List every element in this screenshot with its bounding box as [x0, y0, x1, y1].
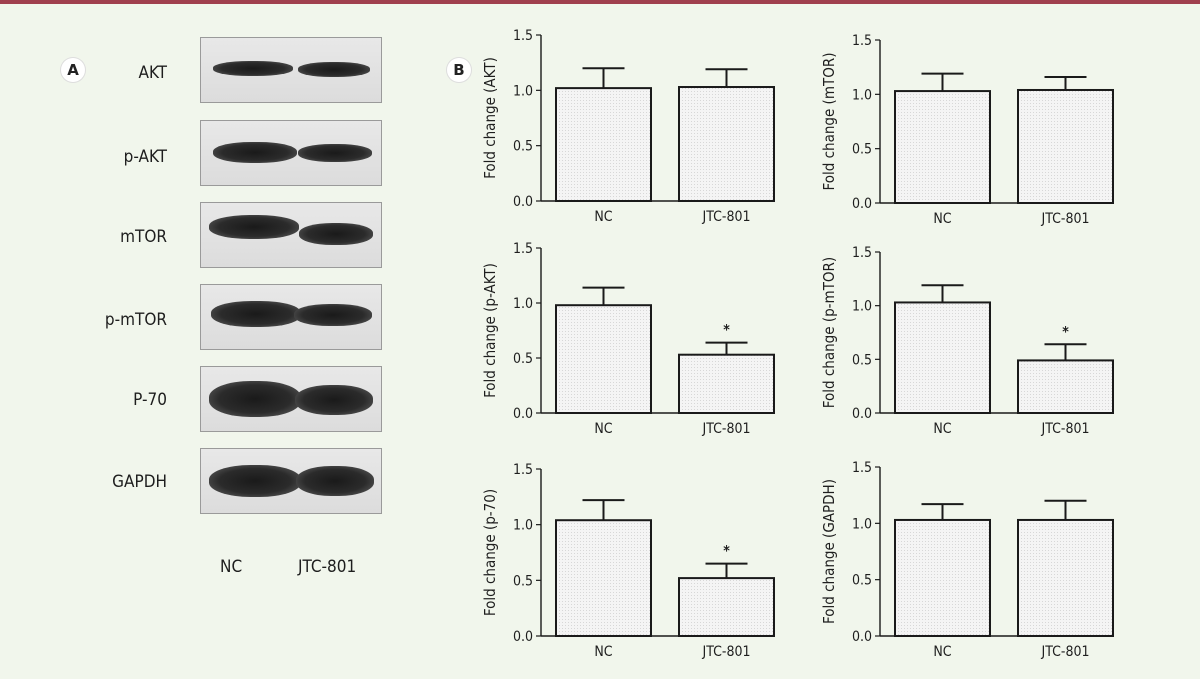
panel-a-badge: A — [61, 58, 85, 82]
chart-4: 0.0 0.5 1.0 1.5 Fold change (p-mTOR) NC * JTC-8… — [820, 245, 1114, 437]
blot-label-mtor: mTOR — [120, 227, 167, 247]
y-axis-label: Fold change (mTOR) — [820, 53, 838, 191]
blot-strip-p70 — [200, 366, 382, 432]
y-axis-label: Fold change (GAPDH) — [820, 479, 838, 624]
bar-nc — [894, 90, 991, 204]
y-tick-label: 1.0 — [852, 87, 872, 103]
bar-jtc-801 — [1017, 359, 1114, 415]
bar-jtc-801 — [678, 353, 775, 415]
bar-jtc-801 — [678, 577, 775, 638]
y-tick-label: 0.0 — [852, 406, 872, 422]
category-label: NC — [594, 209, 612, 225]
top-rule — [0, 0, 1200, 4]
blot-label-p-akt: p-AKT — [123, 147, 167, 167]
bar-jtc-801 — [1017, 518, 1114, 637]
bar-nc — [894, 301, 991, 414]
blot-strip-akt — [200, 37, 382, 103]
category-label: NC — [933, 211, 951, 227]
blot-label-p-mtor: p-mTOR — [104, 310, 167, 330]
y-axis-label: Fold change (AKT) — [481, 57, 499, 179]
blot-strip-mtor — [200, 202, 382, 268]
category-label: JTC-801 — [702, 644, 751, 660]
y-axis-label: Fold change (p-70) — [481, 489, 499, 616]
y-tick-label: 1.5 — [513, 28, 533, 44]
blot-band-nc — [209, 381, 301, 417]
category-label: NC — [594, 421, 612, 437]
panel-b-badge: B — [447, 58, 471, 82]
significance-marker: * — [723, 544, 730, 560]
bar-jtc-801 — [678, 86, 775, 202]
blot-strip-p-mtor — [200, 284, 382, 350]
category-label: NC — [933, 644, 951, 660]
y-tick-label: 0.0 — [513, 194, 533, 210]
y-tick-label: 1.5 — [852, 245, 872, 261]
y-tick-label: 0.0 — [852, 629, 872, 645]
blot-strip-gapdh — [200, 448, 382, 514]
bar-jtc-801 — [1017, 88, 1114, 204]
y-tick-label: 1.0 — [513, 296, 533, 312]
y-tick-label: 0.0 — [513, 629, 533, 645]
y-tick-label: 1.0 — [852, 299, 872, 315]
chart-6: 0.0 0.5 1.0 1.5 Fold change (GAPDH) NC JTC-801 — [820, 460, 1114, 660]
y-tick-label: 0.5 — [852, 352, 872, 368]
y-tick-label: 1.0 — [852, 516, 872, 532]
y-tick-label: 0.0 — [513, 406, 533, 422]
y-tick-label: 0.0 — [852, 196, 872, 212]
blot-strip-p-akt — [200, 120, 382, 186]
chart-1: 0.0 0.5 1.0 1.5 Fold change (AKT) NC JTC-801 — [481, 28, 775, 225]
category-label: JTC-801 — [1041, 211, 1090, 227]
lane-label-jtc: JTC-801 — [298, 557, 357, 577]
y-tick-label: 0.5 — [513, 351, 533, 367]
bar-nc — [555, 304, 652, 415]
y-tick-label: 1.5 — [513, 462, 533, 478]
y-tick-label: 1.0 — [513, 518, 533, 534]
category-label: JTC-801 — [702, 421, 751, 437]
blot-band-jtc — [296, 466, 374, 496]
y-tick-label: 1.0 — [513, 83, 533, 99]
y-tick-label: 1.5 — [513, 241, 533, 257]
y-tick-label: 0.5 — [513, 139, 533, 155]
category-label: NC — [594, 644, 612, 660]
blot-band-nc — [213, 142, 297, 163]
y-tick-label: 1.5 — [852, 460, 872, 476]
chart-5: 0.0 0.5 1.0 1.5 Fold change (p-70) NC * JTC-801 — [481, 462, 775, 660]
significance-marker: * — [1062, 324, 1069, 340]
y-tick-label: 0.5 — [852, 142, 872, 158]
bar-nc — [555, 87, 652, 202]
blot-band-jtc — [294, 304, 372, 326]
category-label: NC — [933, 421, 951, 437]
category-label: JTC-801 — [1041, 644, 1090, 660]
lane-label-nc: NC — [220, 557, 243, 577]
blot-label-gapdh: GAPDH — [112, 472, 167, 492]
y-tick-label: 0.5 — [852, 573, 872, 589]
bar-nc — [894, 518, 991, 637]
blot-band-jtc — [298, 144, 372, 162]
blot-label-p70: P-70 — [133, 390, 167, 410]
blot-band-jtc — [295, 385, 373, 415]
blot-band-nc — [209, 465, 301, 497]
blot-band-nc — [211, 301, 301, 327]
significance-marker: * — [723, 323, 730, 339]
blot-band-jtc — [298, 62, 370, 77]
y-axis-label: Fold change (p-AKT) — [481, 263, 499, 398]
category-label: JTC-801 — [1041, 421, 1090, 437]
blot-band-nc — [213, 61, 293, 76]
category-label: JTC-801 — [702, 209, 751, 225]
blot-label-akt: AKT — [138, 63, 167, 83]
blot-band-jtc — [299, 223, 373, 245]
bar-nc — [555, 519, 652, 637]
blot-band-nc — [209, 215, 299, 239]
chart-2: 0.0 0.5 1.0 1.5 Fold change (mTOR) NC JTC-801 — [820, 33, 1114, 227]
y-tick-label: 0.5 — [513, 573, 533, 589]
chart-3: 0.0 0.5 1.0 1.5 Fold change (p-AKT) NC * JTC-80… — [481, 241, 775, 437]
y-tick-label: 1.5 — [852, 33, 872, 49]
y-axis-label: Fold change (p-mTOR) — [820, 257, 838, 408]
